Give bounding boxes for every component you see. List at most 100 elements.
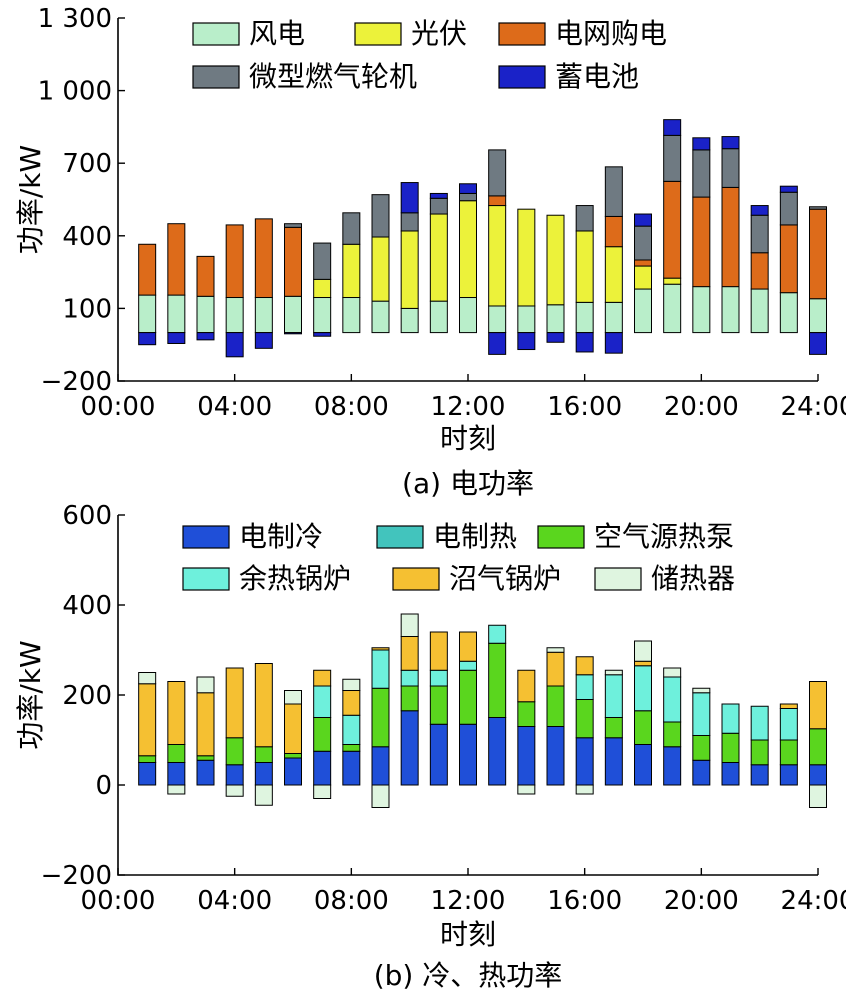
bar-segment <box>809 681 827 730</box>
bar-segment <box>634 225 652 261</box>
bar-segment <box>459 297 477 334</box>
bar-segment <box>429 685 448 725</box>
bar-segment <box>692 196 711 288</box>
y-axis-label: 功率/kW <box>14 145 47 254</box>
bar-segment <box>138 762 157 786</box>
x-axis-label: 时刻 <box>440 918 496 951</box>
bar-segment <box>809 764 827 786</box>
bar-segment <box>692 735 711 761</box>
bar-segment <box>663 721 682 748</box>
chart-electric-power: −200 100 400 700 1 000 1 300 00:00 04:00 08:00 12… <box>14 4 846 500</box>
bar-segment <box>225 737 244 766</box>
bar-segment <box>138 332 157 346</box>
bar-segment <box>225 297 244 334</box>
bar-segment <box>459 660 477 671</box>
bar-segment <box>225 784 244 797</box>
bar-segment <box>750 214 769 254</box>
bar-segment <box>663 119 682 136</box>
bar-segment <box>371 236 390 302</box>
legend-label: 微型燃气轮机 <box>249 60 417 93</box>
bar-segment <box>809 298 827 334</box>
legend-label: 空气源热泵 <box>594 520 734 553</box>
bar-segment <box>517 332 536 351</box>
bar-segment <box>138 294 157 334</box>
bar-segment <box>546 651 565 687</box>
bar-segment <box>342 690 361 716</box>
bar-segment <box>721 703 740 734</box>
bar-segment <box>254 784 273 806</box>
bar-segment <box>663 277 682 285</box>
x-tick-label: 16:00 <box>547 886 622 916</box>
x-tick-label: 12:00 <box>431 886 506 916</box>
bar-segment <box>284 332 302 335</box>
bar-segment <box>750 705 769 741</box>
bar-segment <box>313 332 332 337</box>
bar-segment <box>225 764 244 786</box>
bar-segment <box>313 297 332 334</box>
bar-segment <box>517 208 536 307</box>
bar-segment <box>138 683 157 757</box>
bar-segment <box>488 642 507 718</box>
bar-segment <box>809 728 827 766</box>
bar-segment <box>663 283 682 334</box>
bar-segment <box>604 737 623 786</box>
bar-segment <box>371 194 390 238</box>
bar-segment <box>692 692 711 736</box>
bar-segment <box>429 723 448 786</box>
bar-segment <box>517 784 536 795</box>
bar-segment <box>429 631 448 671</box>
x-tick-label: 24:00 <box>781 886 846 916</box>
bar-segment <box>575 699 594 739</box>
bar-segment <box>254 762 273 786</box>
bar-segment <box>313 669 332 687</box>
bar-segment <box>721 136 740 150</box>
bar-segment <box>196 692 215 757</box>
bar-segment <box>517 669 536 703</box>
bar-segment <box>342 750 361 786</box>
bar-segment <box>634 640 652 662</box>
bar-segment <box>604 166 623 217</box>
x-tick-label: 00:00 <box>81 392 156 422</box>
bar-segment <box>488 205 507 307</box>
bar-segment <box>313 685 332 718</box>
bar-segment <box>254 297 273 334</box>
bar-segment <box>459 631 477 662</box>
bar-segment <box>575 656 594 676</box>
bar-segment <box>634 265 652 290</box>
bar-segment <box>167 294 186 334</box>
bar-segment <box>400 212 419 232</box>
bar-segment <box>400 710 419 786</box>
bar-segment <box>284 226 302 297</box>
x-axis-label: 时刻 <box>440 422 496 455</box>
bar-segment <box>429 300 448 334</box>
bar-segment <box>750 739 769 766</box>
legend-label: 余热锅炉 <box>239 562 351 595</box>
bar-segment <box>313 717 332 752</box>
bar-segment <box>634 213 652 227</box>
bar-segment <box>400 182 419 214</box>
bar-segment <box>225 224 244 299</box>
bar-segment <box>575 674 594 700</box>
bar-segment <box>342 243 361 299</box>
x-tick-label: 04:00 <box>197 886 272 916</box>
bar-segment <box>779 191 798 226</box>
bar-segment <box>779 764 798 786</box>
bar-segment <box>342 678 361 691</box>
bar-segment <box>809 208 827 300</box>
bar-segment <box>196 295 215 334</box>
legend-swatch <box>354 22 402 46</box>
bar-segment <box>663 676 682 723</box>
legend-swatch <box>182 567 230 591</box>
bar-segment <box>371 649 390 689</box>
legend-swatch <box>594 567 642 591</box>
y-tick-label: 200 <box>62 681 112 711</box>
y-tick-label: 700 <box>62 149 112 179</box>
y-axis-label: 功率/kW <box>14 640 47 749</box>
bar-segment <box>604 246 623 303</box>
bar-segment <box>779 292 798 334</box>
bar-segment <box>692 149 711 198</box>
bar-segment <box>575 332 594 353</box>
bar-segment <box>138 755 157 763</box>
bar-segment <box>517 701 536 727</box>
